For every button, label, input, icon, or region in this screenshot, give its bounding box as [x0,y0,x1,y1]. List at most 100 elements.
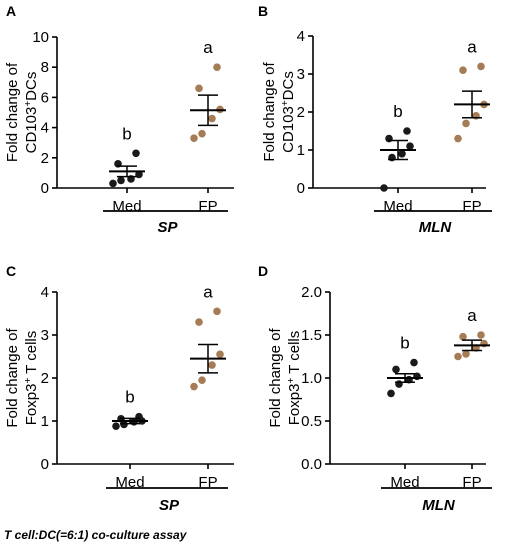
group-label: MLN [419,219,453,236]
x-tick-label: FP [462,474,481,491]
y-label-line2: Foxp3 [23,384,40,426]
y-tick-label: 4 [297,28,305,45]
panel-a: A 0 2 4 6 8 10 Fold change of CD103+DCs Med b FP a SP [4,3,234,236]
panel-d: D 0.0 0.5 1.0 1.5 2.0 Fold change of Foxp3+ T c… [258,263,492,514]
data-point [213,307,221,316]
significance-letter: a [203,38,213,57]
y-tick-label: 10 [32,29,49,46]
data-point [454,134,462,143]
data-point [198,129,206,138]
y-tick-label: 2 [41,370,49,387]
y-label-tail: T cells [286,331,303,378]
y-label-line1: Fold change of [267,328,284,428]
data-point [462,350,470,358]
y-label-tail: DCs [23,72,40,101]
y-tick-label: 0 [41,180,49,197]
data-point [459,332,467,341]
data-point [132,149,140,158]
data-point [195,84,203,93]
data-point [109,179,117,188]
y-label-sup: + [286,378,297,384]
data-point [208,361,216,369]
y-tick-label: 3 [41,327,49,344]
panel-letter: A [6,3,16,19]
data-point [213,63,221,71]
data-point [195,318,203,326]
y-tick-label: 1 [41,413,49,430]
y-label-line2: CD103 [280,106,297,153]
y-tick-label: 2.0 [301,284,322,301]
y-tick-label: 8 [41,59,49,76]
y-tick-label: 1.0 [301,370,322,387]
y-label-sup: + [280,100,291,106]
significance-letter: a [467,306,477,325]
y-tick-label: 4 [41,120,49,137]
y-label-line1: Fold change of [4,62,21,162]
data-point [406,142,414,150]
y-tick-label: 3 [297,66,305,83]
y-tick-label: 0 [41,456,49,473]
data-point [198,376,206,384]
x-tick-label: Med [383,198,412,215]
y-label-line2: CD103 [23,107,40,154]
x-tick-label: Med [390,474,419,491]
data-point [385,134,393,143]
y-axis-label: Fold change of Foxp3+ T cells [267,328,303,428]
data-point [472,112,480,120]
significance-letter: b [393,102,402,121]
data-point [190,134,198,142]
y-label-sup: + [23,378,34,384]
y-tick-label: 2 [41,150,49,167]
y-label-tail: T cells [23,331,40,378]
data-point [392,365,400,374]
panel-c: C 0 1 2 3 4 Fold change of Foxp3+ T cells Med b FP… [4,263,234,514]
data-point [216,350,224,359]
y-tick-label: 0.0 [301,456,322,473]
data-point [208,114,216,123]
y-label-line1: Fold change of [4,328,21,428]
data-point [477,62,485,71]
group-label: SP [159,497,180,514]
data-point [112,422,120,430]
y-label-tail: DCs [280,71,297,100]
significance-letter: b [400,334,409,353]
y-tick-label: 4 [41,284,49,301]
significance-letter: a [467,37,477,56]
data-point [454,352,462,361]
footnote: T cell:DC(=6:1) co-culture assay [4,528,187,542]
significance-letter: a [203,282,213,301]
x-tick-label: Med [115,474,144,491]
y-tick-label: 1 [297,142,305,159]
data-point [387,389,395,398]
y-axis-label: Fold change of CD103+DCs [4,62,40,162]
x-tick-label: Med [112,198,141,215]
data-point [410,358,418,367]
y-axis-label: Fold change of CD103+DCs [261,62,297,162]
y-tick-label: 6 [41,89,49,106]
panel-letter: D [258,263,268,279]
y-tick-label: 1.5 [301,327,322,344]
data-point [117,176,125,185]
data-point [477,331,485,339]
y-label-line1: Fold change of [261,62,278,162]
group-label: MLN [422,497,456,514]
y-tick-label: 0 [297,180,305,197]
y-label-sup: + [23,101,34,107]
significance-letter: b [125,388,134,407]
group-label: SP [157,219,178,236]
x-tick-label: FP [462,198,481,215]
data-point [395,380,403,388]
panel-letter: C [6,263,16,279]
data-point [388,153,396,162]
data-point [135,170,143,179]
y-tick-label: 0.5 [301,413,322,430]
data-point [459,66,467,74]
data-point [398,150,406,158]
x-tick-label: FP [198,474,217,491]
y-tick-label: 2 [297,104,305,121]
panel-letter: B [258,3,268,19]
data-point [135,412,143,421]
significance-letter: b [122,124,131,143]
